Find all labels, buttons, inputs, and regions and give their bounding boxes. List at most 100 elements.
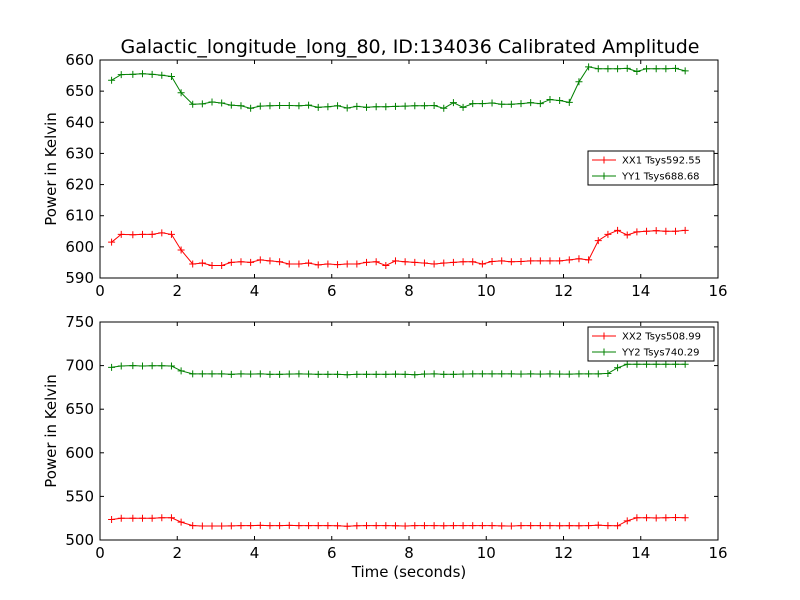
data-point	[256, 370, 264, 378]
data-point	[148, 230, 156, 238]
data-point	[517, 370, 525, 378]
data-point	[556, 370, 564, 378]
data-point	[478, 370, 486, 378]
data-point	[507, 522, 515, 530]
data-point	[565, 98, 573, 106]
data-point	[247, 258, 255, 266]
data-point	[527, 522, 535, 530]
data-point	[420, 102, 428, 110]
data-point	[295, 260, 303, 268]
data-point	[643, 227, 651, 235]
data-point	[276, 522, 284, 530]
data-point	[167, 362, 175, 370]
data-point	[449, 370, 457, 378]
data-point	[372, 370, 380, 378]
data-point	[546, 257, 554, 265]
data-point	[527, 370, 535, 378]
x-tick-label: 8	[404, 544, 414, 562]
data-point	[430, 370, 438, 378]
data-point	[189, 370, 197, 378]
data-point	[334, 102, 342, 110]
x-tick-label: 10	[477, 544, 496, 562]
data-point	[129, 70, 137, 78]
data-point	[556, 96, 564, 104]
data-point	[681, 514, 689, 522]
data-point	[177, 518, 185, 526]
data-point	[449, 522, 457, 530]
data-point	[478, 522, 486, 530]
data-point	[546, 96, 554, 104]
data-point	[420, 522, 428, 530]
data-point	[158, 71, 166, 79]
data-point	[256, 256, 264, 264]
legend: XX1 Tsys592.55 YY1 Tsys688.68	[587, 150, 715, 186]
data-point	[411, 102, 419, 110]
data-point	[623, 517, 631, 525]
legend-marker	[600, 332, 608, 340]
data-point	[382, 370, 390, 378]
data-point	[585, 522, 593, 530]
data-point	[305, 522, 313, 530]
data-point	[167, 230, 175, 238]
data-point	[218, 99, 226, 107]
data-point	[189, 100, 197, 108]
data-point	[507, 100, 515, 108]
data-point	[585, 256, 593, 264]
data-point	[285, 260, 293, 268]
data-point	[643, 514, 651, 522]
data-point	[469, 100, 477, 108]
data-point	[295, 522, 303, 530]
data-point	[314, 103, 322, 111]
data-point	[295, 102, 303, 110]
data-point	[633, 514, 641, 522]
data-point	[276, 258, 284, 266]
data-point	[198, 259, 206, 267]
data-point	[469, 522, 477, 530]
data-point	[198, 100, 206, 108]
data-point	[138, 514, 146, 522]
data-point	[363, 522, 371, 530]
legend-label: YY2 Tsys740.29	[621, 348, 700, 359]
data-point	[498, 100, 506, 108]
data-point	[108, 363, 116, 371]
data-point	[430, 522, 438, 530]
data-point	[643, 360, 651, 368]
legend-label: XX2 Tsys508.99	[622, 332, 701, 343]
legend: XX2 Tsys508.99 YY2 Tsys740.29	[587, 326, 715, 362]
data-point	[382, 262, 390, 270]
data-point	[324, 370, 332, 378]
data-point	[517, 257, 525, 265]
data-point	[148, 362, 156, 370]
x-tick-label: 2	[172, 282, 182, 300]
y-tick-label: 650	[65, 400, 94, 418]
data-point	[536, 370, 544, 378]
data-point	[546, 522, 554, 530]
data-point	[285, 370, 293, 378]
data-point	[507, 258, 515, 266]
data-point	[138, 230, 146, 238]
data-point	[382, 522, 390, 530]
data-point	[546, 370, 554, 378]
data-point	[585, 370, 593, 378]
x-tick-label: 6	[327, 282, 337, 300]
data-point	[565, 256, 573, 264]
data-point	[227, 258, 235, 266]
data-point	[138, 362, 146, 370]
data-point	[411, 522, 419, 530]
data-point	[420, 259, 428, 267]
x-tick-label: 4	[250, 544, 260, 562]
data-point	[604, 230, 612, 238]
data-point	[536, 100, 544, 108]
data-point	[324, 260, 332, 268]
x-tick-label: 0	[95, 282, 105, 300]
data-point	[411, 371, 419, 379]
legend-marker	[600, 348, 608, 356]
data-point	[372, 103, 380, 111]
data-point	[672, 64, 680, 72]
data-point	[488, 370, 496, 378]
data-point	[391, 257, 399, 265]
data-point	[623, 360, 631, 368]
data-point	[507, 370, 515, 378]
data-point	[401, 102, 409, 110]
